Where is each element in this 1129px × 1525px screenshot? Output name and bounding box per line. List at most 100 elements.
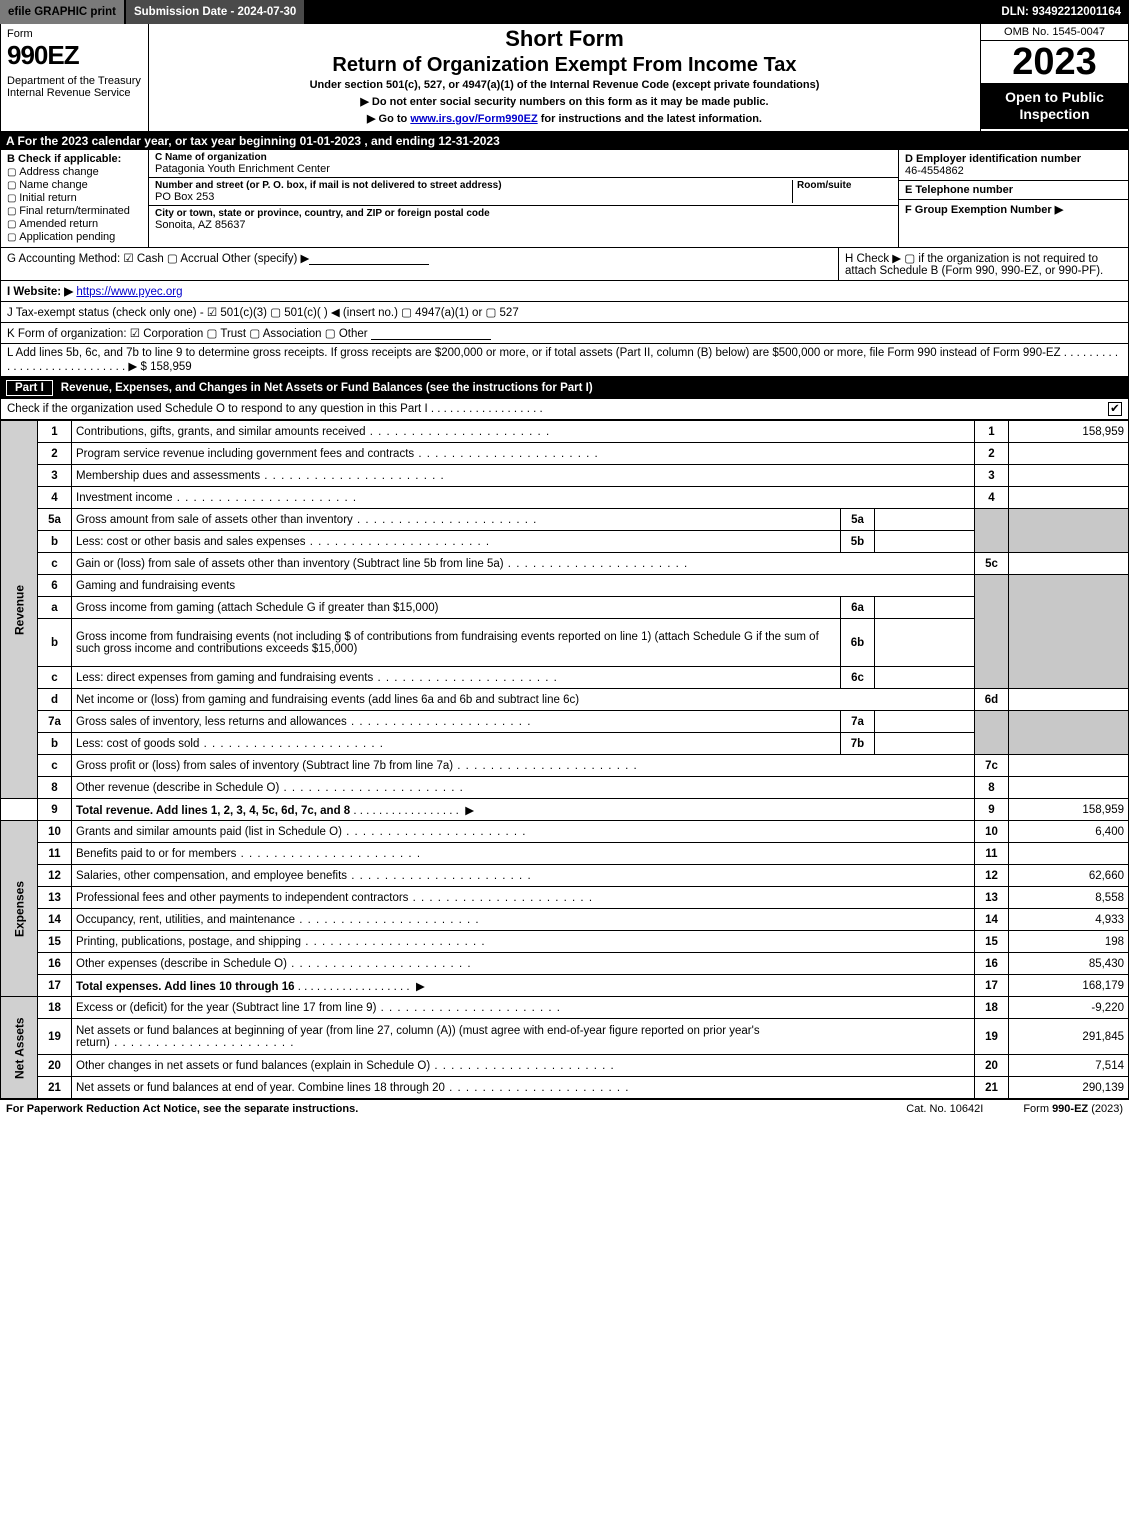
- submission-date-label: Submission Date - 2024-07-30: [126, 0, 306, 24]
- l19-desc: Net assets or fund balances at beginning…: [72, 1019, 975, 1055]
- l15-desc: Printing, publications, postage, and shi…: [72, 931, 975, 953]
- l20-desc: Other changes in net assets or fund bala…: [72, 1055, 975, 1077]
- footer-form-no: 990-EZ: [1052, 1103, 1088, 1115]
- main-title: Return of Organization Exempt From Incom…: [155, 54, 974, 77]
- dept-label: Department of the Treasury Internal Reve…: [7, 75, 142, 99]
- l6c-desc: Less: direct expenses from gaming and fu…: [72, 667, 841, 689]
- l11-desc: Benefits paid to or for members: [72, 843, 975, 865]
- block-bcdef: B Check if applicable: Address change Na…: [0, 150, 1129, 248]
- l17-amt: 168,179: [1009, 975, 1129, 997]
- l12-num: 12: [38, 865, 72, 887]
- chk-name-change[interactable]: Name change: [7, 179, 142, 191]
- l6a-desc: Gross income from gaming (attach Schedul…: [72, 597, 841, 619]
- l2-desc: Program service revenue including govern…: [72, 443, 975, 465]
- schedule-o-checkbox[interactable]: ✔: [1108, 402, 1122, 416]
- org-address: PO Box 253: [155, 191, 792, 203]
- l8-desc: Other revenue (describe in Schedule O): [72, 777, 975, 799]
- irs-link[interactable]: www.irs.gov/Form990EZ: [410, 113, 537, 125]
- form-header: Form 990EZ Department of the Treasury In…: [0, 24, 1129, 132]
- chk-amended-return[interactable]: Amended return: [7, 218, 142, 230]
- l17-r: 17: [975, 975, 1009, 997]
- l7b-m: 7b: [841, 733, 875, 755]
- l5c-num: c: [38, 553, 72, 575]
- bullet-2-pre: ▶ Go to: [367, 113, 410, 125]
- l7b-num: b: [38, 733, 72, 755]
- l16-desc: Other expenses (describe in Schedule O): [72, 953, 975, 975]
- l1-amt: 158,959: [1009, 421, 1129, 443]
- l6a-num: a: [38, 597, 72, 619]
- l6d-num: d: [38, 689, 72, 711]
- e-phone: E Telephone number: [899, 181, 1128, 200]
- l7-shade-amt: [1009, 711, 1129, 755]
- l3-num: 3: [38, 465, 72, 487]
- col-d: D Employer identification number 46-4554…: [898, 150, 1128, 247]
- l10-r: 10: [975, 821, 1009, 843]
- l19-num: 19: [38, 1019, 72, 1055]
- l14-amt: 4,933: [1009, 909, 1129, 931]
- l6a-m: 6a: [841, 597, 875, 619]
- l7a-mv: [875, 711, 975, 733]
- row-a-calendar: A For the 2023 calendar year, or tax yea…: [0, 132, 1129, 150]
- l21-r: 21: [975, 1077, 1009, 1099]
- subtitle: Under section 501(c), 527, or 4947(a)(1)…: [155, 79, 974, 91]
- l5b-num: b: [38, 531, 72, 553]
- l6c-m: 6c: [841, 667, 875, 689]
- l5ab-shade-amt: [1009, 509, 1129, 553]
- l4-desc: Investment income: [72, 487, 975, 509]
- l9-desc: Total revenue. Add lines 1, 2, 3, 4, 5c,…: [72, 799, 975, 821]
- chk-application-pending[interactable]: Application pending: [7, 231, 142, 243]
- l18-num: 18: [38, 997, 72, 1019]
- k-other-line[interactable]: [371, 328, 491, 340]
- l7c-amt: [1009, 755, 1129, 777]
- col-b: B Check if applicable: Address change Na…: [1, 150, 149, 247]
- l14-desc: Occupancy, rent, utilities, and maintena…: [72, 909, 975, 931]
- chk-final-return[interactable]: Final return/terminated: [7, 205, 142, 217]
- chk-address-change[interactable]: Address change: [7, 166, 142, 178]
- part-i-check-row: Check if the organization used Schedule …: [0, 399, 1129, 420]
- l14-r: 14: [975, 909, 1009, 931]
- l19-r: 19: [975, 1019, 1009, 1055]
- header-right: OMB No. 1545-0047 2023 Open to Public In…: [980, 24, 1128, 131]
- l21-amt: 290,139: [1009, 1077, 1129, 1099]
- f-group: F Group Exemption Number ▶: [899, 200, 1128, 219]
- l11-r: 11: [975, 843, 1009, 865]
- l20-num: 20: [38, 1055, 72, 1077]
- footer-form-pre: Form: [1023, 1103, 1052, 1115]
- l2-r: 2: [975, 443, 1009, 465]
- l18-r: 18: [975, 997, 1009, 1019]
- page-footer: For Paperwork Reduction Act Notice, see …: [0, 1099, 1129, 1118]
- chk-initial-return[interactable]: Initial return: [7, 192, 142, 204]
- g-cash[interactable]: ☑ Cash: [123, 253, 163, 265]
- l6b-num: b: [38, 619, 72, 667]
- c-name-lbl: C Name of organization: [155, 152, 892, 163]
- efile-print-label: efile GRAPHIC print: [0, 0, 126, 24]
- expenses-sidelabel: Expenses: [1, 821, 38, 997]
- l5ab-shade: [975, 509, 1009, 553]
- l8-r: 8: [975, 777, 1009, 799]
- l5c-r: 5c: [975, 553, 1009, 575]
- g-accrual[interactable]: ▢ Accrual: [167, 253, 219, 265]
- l13-num: 13: [38, 887, 72, 909]
- form-number: 990EZ: [7, 40, 142, 71]
- part-i-label: Part I: [6, 380, 53, 396]
- l9-num: 9: [38, 799, 72, 821]
- org-name: Patagonia Youth Enrichment Center: [155, 163, 892, 175]
- l17-num: 17: [38, 975, 72, 997]
- l19-amt: 291,845: [1009, 1019, 1129, 1055]
- g-lbl: G Accounting Method:: [7, 253, 120, 265]
- i-lbl: I Website: ▶: [7, 286, 73, 298]
- l6-desc: Gaming and fundraising events: [72, 575, 975, 597]
- l20-r: 20: [975, 1055, 1009, 1077]
- website-link[interactable]: https://www.pyec.org: [76, 286, 182, 298]
- g-other[interactable]: Other (specify) ▶: [222, 253, 309, 265]
- l16-amt: 85,430: [1009, 953, 1129, 975]
- org-city: Sonoita, AZ 85637: [155, 219, 892, 231]
- l6b-m: 6b: [841, 619, 875, 667]
- short-form-title: Short Form: [155, 26, 974, 52]
- g-other-line[interactable]: [309, 253, 429, 265]
- bullet-2-post: for instructions and the latest informat…: [538, 113, 762, 125]
- row-i: I Website: ▶ https://www.pyec.org: [0, 281, 1129, 302]
- l7a-m: 7a: [841, 711, 875, 733]
- revenue-sidelabel: Revenue: [1, 421, 38, 799]
- l5a-m: 5a: [841, 509, 875, 531]
